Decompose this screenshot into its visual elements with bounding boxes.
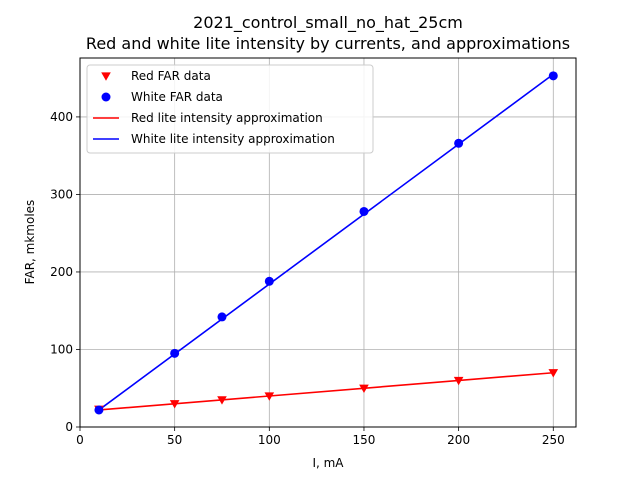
legend-swatch (101, 92, 111, 102)
x-axis-label: I, mA (312, 456, 344, 470)
x-tick-label: 0 (76, 433, 84, 447)
data-point (454, 138, 464, 148)
data-point (264, 392, 275, 401)
y-axis-ticks: 0 100 200 300 400 (50, 110, 80, 434)
x-tick-label: 100 (258, 433, 281, 447)
data-point (217, 396, 227, 405)
data-point (548, 369, 559, 378)
data-point (170, 348, 180, 358)
data-point (548, 71, 558, 81)
series-line-2 (98, 371, 554, 411)
legend: Red FAR data White FAR data Red lite inten… (86, 64, 374, 154)
series-markers (94, 71, 559, 415)
x-tick-label: 250 (542, 433, 565, 447)
x-tick-label: 200 (447, 433, 470, 447)
data-point (453, 376, 464, 386)
x-tick-label: 150 (353, 433, 376, 447)
data-point (359, 206, 369, 216)
data-point (264, 276, 274, 286)
y-tick-label: 300 (50, 187, 73, 201)
data-point (217, 312, 227, 322)
x-axis-ticks: 0 50 100 150 200 250 (76, 427, 565, 447)
legend-frame (86, 64, 374, 154)
plot-frame (79, 57, 577, 428)
y-tick-label: 400 (50, 110, 73, 124)
legend-label: Red lite intensity approximation (131, 111, 323, 125)
y-tick-label: 100 (50, 342, 73, 356)
legend-label: White lite intensity approximation (131, 132, 335, 146)
data-point (94, 405, 104, 415)
legend-label: White FAR data (131, 90, 223, 104)
legend-label: Red FAR data (131, 69, 211, 83)
legend-swatch (101, 72, 111, 81)
data-point (169, 400, 180, 409)
y-tick-label: 0 (65, 420, 73, 434)
x-tick-label: 50 (167, 433, 182, 447)
y-axis-label: FAR, mkmoles (23, 200, 37, 285)
y-tick-label: 200 (50, 265, 73, 279)
chart-title: 2021_control_small_no_hat_25cm (193, 13, 463, 33)
chart-subtitle: Red and white lite intensity by currents… (86, 34, 570, 53)
data-point (359, 384, 369, 394)
